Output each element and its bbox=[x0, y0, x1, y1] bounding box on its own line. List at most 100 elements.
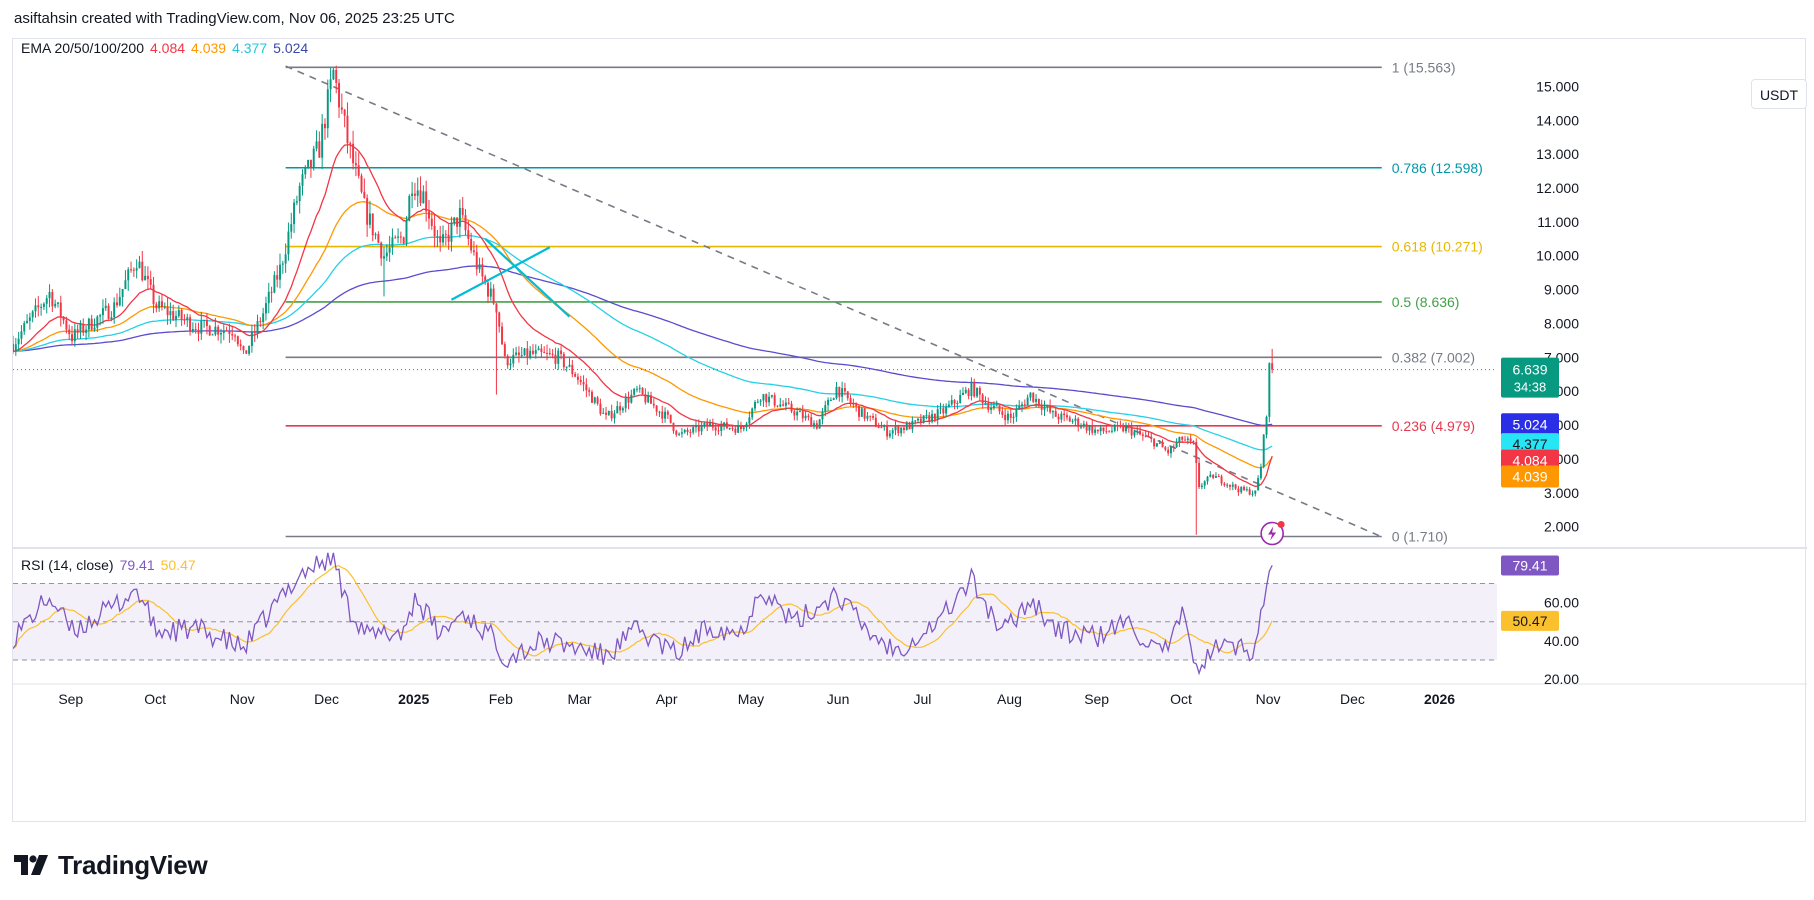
time-tick-label: Oct bbox=[144, 691, 166, 707]
candle-body bbox=[366, 197, 369, 225]
candle-body bbox=[245, 350, 248, 354]
candle-body bbox=[1119, 425, 1122, 427]
candle-body bbox=[1195, 442, 1198, 463]
time-tick-label: Jul bbox=[913, 691, 931, 707]
ema200-line bbox=[13, 265, 1273, 426]
candle-body bbox=[177, 309, 180, 317]
candle-body bbox=[1113, 425, 1116, 431]
candle-body bbox=[357, 165, 360, 176]
candle-body bbox=[1051, 411, 1054, 413]
ema50-line bbox=[13, 201, 1273, 469]
candle-body bbox=[304, 166, 307, 175]
fib-label-0: 0 (1.710) bbox=[1392, 529, 1448, 545]
candle-body bbox=[1206, 476, 1209, 482]
candle-body bbox=[773, 395, 776, 406]
candle-body bbox=[1085, 423, 1088, 431]
candle-body bbox=[498, 312, 501, 327]
candle-body bbox=[439, 236, 442, 243]
candle-body bbox=[1096, 429, 1099, 432]
candle-body bbox=[866, 415, 869, 419]
candle-body bbox=[1040, 405, 1043, 410]
ema20-line bbox=[13, 144, 1273, 487]
candle-body bbox=[189, 317, 192, 331]
candle-body bbox=[301, 174, 304, 186]
candle-body bbox=[540, 348, 543, 352]
chart-frame: 2.000 3.000 4.000 5.000 6.000 7.000 8.000 9.000… bbox=[12, 38, 1807, 823]
candle-body bbox=[872, 416, 875, 418]
candle-body bbox=[661, 411, 664, 419]
candle-body bbox=[787, 402, 790, 404]
candle-body bbox=[599, 403, 602, 414]
candle-body bbox=[813, 423, 816, 427]
ema-badge-4-bg bbox=[1501, 465, 1559, 488]
candle-body bbox=[99, 315, 102, 317]
candle-body bbox=[804, 415, 807, 419]
candle-body bbox=[1181, 437, 1184, 440]
currency-button[interactable]: USDT bbox=[1751, 79, 1807, 109]
candle-body bbox=[222, 330, 225, 334]
candle-body bbox=[332, 69, 335, 80]
candle-body bbox=[841, 388, 844, 397]
ema-legend[interactable]: EMA 20/50/100/200 4.084 4.039 4.377 5.024 bbox=[21, 40, 314, 56]
candle-body bbox=[526, 348, 529, 358]
candle-body bbox=[919, 418, 922, 423]
rsi-legend[interactable]: RSI (14, close) 79.41 50.47 bbox=[21, 557, 202, 573]
candle-body bbox=[470, 238, 473, 251]
candle-body bbox=[619, 406, 622, 411]
candle-body bbox=[1009, 413, 1012, 418]
candle-body bbox=[234, 335, 237, 337]
fib-label-0.618: 0.618 (10.271) bbox=[1392, 239, 1483, 255]
candle-body bbox=[360, 175, 363, 192]
price-tick-label: 9.000 bbox=[1544, 282, 1579, 298]
candle-body bbox=[298, 185, 301, 202]
candle-body bbox=[45, 298, 48, 304]
candle-body bbox=[529, 350, 532, 358]
candle-body bbox=[1265, 416, 1268, 435]
candle-body bbox=[821, 411, 824, 420]
candle-body bbox=[709, 423, 712, 427]
candle-body bbox=[635, 388, 638, 390]
candle-body bbox=[765, 394, 768, 403]
candle-body bbox=[1248, 489, 1251, 495]
candle-body bbox=[1071, 420, 1074, 422]
candle-body bbox=[1032, 392, 1035, 402]
candle-body bbox=[501, 326, 504, 345]
candle-body bbox=[1133, 431, 1136, 436]
time-tick-label: Apr bbox=[656, 691, 678, 707]
last-price-badge-bg bbox=[1501, 357, 1559, 398]
candle-body bbox=[515, 352, 518, 355]
drawn-cross-line-2 bbox=[450, 246, 551, 301]
candle-body bbox=[56, 302, 59, 304]
candle-body bbox=[225, 330, 228, 332]
candle-body bbox=[116, 302, 118, 306]
candle-body bbox=[925, 415, 928, 417]
candle-body bbox=[323, 123, 326, 129]
candle-body bbox=[644, 394, 647, 403]
candle-body bbox=[1164, 447, 1167, 450]
candle-body bbox=[914, 420, 917, 422]
rsi-tick-label: 20.00 bbox=[1544, 671, 1579, 687]
price-tick-label: 2.000 bbox=[1544, 519, 1579, 535]
candle-body bbox=[388, 247, 391, 253]
candle-body bbox=[1147, 436, 1150, 438]
candle-body bbox=[1091, 425, 1094, 433]
candle-body bbox=[546, 352, 548, 354]
candle-body bbox=[1049, 405, 1052, 413]
candle-body bbox=[1153, 438, 1156, 447]
candle-body bbox=[315, 141, 318, 149]
candle-body bbox=[967, 389, 970, 397]
candle-body bbox=[248, 346, 251, 354]
candle-body bbox=[169, 311, 172, 316]
candle-body bbox=[734, 428, 737, 433]
candle-body bbox=[838, 386, 841, 397]
candle-body bbox=[543, 351, 546, 353]
candle-body bbox=[495, 303, 498, 313]
candle-body bbox=[571, 364, 574, 375]
candle-body bbox=[101, 308, 104, 316]
chart-canvas[interactable]: 2.0003.0004.0005.0006.0007.0008.0009.000… bbox=[13, 39, 1807, 823]
candle-body bbox=[596, 397, 599, 404]
rsi-ma-badge-bg bbox=[1501, 610, 1559, 631]
candle-body bbox=[683, 429, 686, 433]
candle-body bbox=[1136, 430, 1139, 432]
candle-body bbox=[593, 397, 596, 403]
